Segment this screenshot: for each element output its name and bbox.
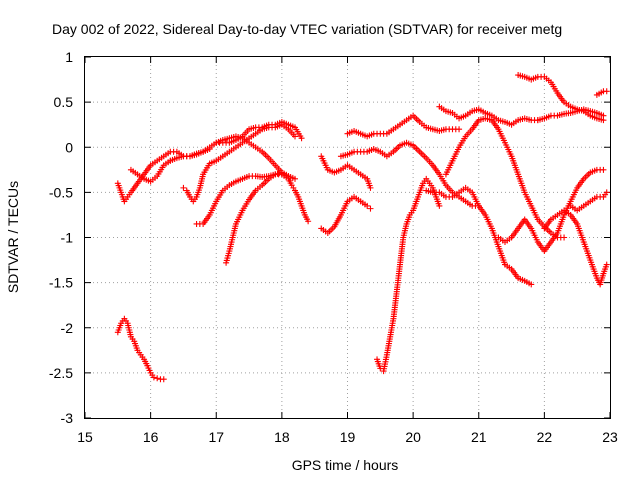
x-tick-label: 23	[602, 429, 618, 445]
x-tick-label: 16	[143, 429, 159, 445]
data-point	[154, 375, 161, 382]
data-point	[528, 281, 535, 288]
y-tick-label: 0.5	[54, 94, 74, 110]
y-tick-label: 0	[65, 139, 73, 155]
grid	[85, 57, 610, 418]
data-point	[292, 133, 298, 140]
data-point	[298, 135, 305, 142]
y-tick-labels: -3 -2.5 -2 -1.5 -1 -0.5 0 0.5 1	[49, 49, 73, 426]
series-arc-11	[337, 139, 482, 209]
chart-title: Day 002 of 2022, Sidereal Day-to-day VTE…	[52, 21, 562, 37]
data-point	[603, 261, 610, 268]
series-arc-17	[495, 166, 607, 255]
y-axis-label: SDTVAR / TECUs	[5, 181, 21, 293]
series-arc-1	[114, 315, 167, 383]
series-arc-16	[436, 103, 541, 128]
series-arc-21	[567, 189, 610, 214]
data-point	[600, 166, 607, 173]
series-arc-8	[167, 118, 305, 164]
y-tick-label: 1	[65, 49, 73, 65]
series-arc-19	[534, 106, 607, 124]
data-point	[305, 218, 312, 225]
y-tick-label: -1	[61, 230, 74, 246]
data-point	[436, 202, 443, 209]
x-tick-label: 19	[340, 429, 356, 445]
y-tick-label: -0.5	[49, 184, 73, 200]
y-tick-label: -2	[61, 320, 74, 336]
data-points	[114, 72, 610, 383]
axis-ticks	[84, 56, 611, 419]
x-tick-labels: 15 16 17 18 19 20 21 22 23	[77, 429, 618, 445]
series-arc-10	[318, 153, 374, 191]
data-point	[603, 189, 610, 196]
data-point	[603, 88, 610, 95]
data-point	[292, 175, 298, 182]
data-point	[600, 112, 607, 119]
x-tick-label: 21	[471, 429, 487, 445]
x-tick-label: 20	[405, 429, 421, 445]
series-arc-9	[318, 193, 374, 236]
data-point	[160, 376, 167, 383]
x-axis-label: GPS time / hours	[292, 457, 399, 473]
y-tick-label: -3	[61, 410, 74, 426]
x-tick-label: 15	[77, 429, 93, 445]
x-tick-label: 17	[208, 429, 224, 445]
data-point	[561, 234, 568, 241]
y-tick-label: -1.5	[49, 275, 73, 291]
series-arc-2	[114, 146, 213, 205]
series-arc-4	[180, 121, 298, 205]
data-point	[367, 205, 374, 212]
data-point	[180, 184, 187, 191]
series-arc-13	[374, 175, 443, 375]
plot-frame	[84, 56, 611, 419]
series-arc-14	[423, 184, 535, 288]
x-tick-label: 18	[274, 429, 290, 445]
series-arc-22	[593, 88, 610, 98]
x-tick-label: 22	[537, 429, 553, 445]
data-point	[364, 202, 371, 209]
data-point	[150, 374, 157, 381]
y-tick-label: -2.5	[49, 365, 73, 381]
series-arc-20	[541, 207, 610, 288]
data-point	[456, 126, 463, 133]
series-arc-12	[344, 112, 463, 140]
data-point	[367, 184, 374, 191]
series-arc-5	[193, 171, 312, 227]
